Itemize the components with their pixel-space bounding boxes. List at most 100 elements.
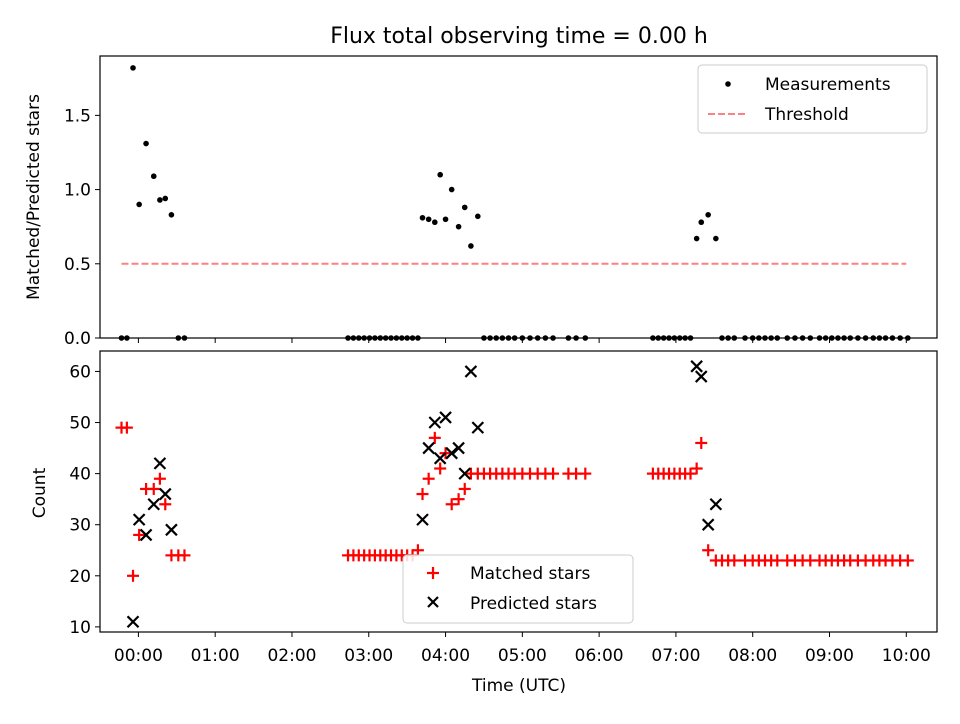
predicted-star-stroke-b <box>132 513 146 526</box>
measurement-point <box>455 223 462 230</box>
top-y-tick-label: 1.5 <box>64 106 91 126</box>
bottom-x-tick-label: 00:00 <box>114 646 163 666</box>
bottom-y-tick-label: 30 <box>69 516 91 536</box>
measurement-point <box>705 212 711 218</box>
predicted-star-point <box>694 370 708 383</box>
matched-star-point <box>178 549 191 562</box>
bottom-y-axis-label: Count <box>30 467 50 518</box>
matched-star-point <box>159 498 172 511</box>
legend-label-predicted-stars: Predicted stars <box>470 594 597 614</box>
matched-star-point <box>579 467 592 480</box>
predicted-star-point <box>458 467 472 480</box>
bottom-x-tick-label: 08:00 <box>728 646 777 666</box>
measurement-point <box>168 212 175 218</box>
predicted-star-point <box>433 452 447 465</box>
predicted-star-stroke-b <box>433 452 447 465</box>
predicted-star-stroke-b <box>701 518 715 531</box>
measurement-point <box>698 219 705 226</box>
matched-star-point <box>728 554 741 567</box>
matched-star-point <box>690 462 703 475</box>
predicted-star-stroke-b <box>416 513 429 526</box>
predicted-star-point <box>690 360 703 373</box>
bottom-x-tick-label: 09:00 <box>805 646 854 666</box>
bottom-y-tick-label: 20 <box>69 567 91 587</box>
predicted-star-stroke-b <box>464 365 478 378</box>
measurement-point <box>162 195 169 202</box>
bottom-legend: Matched stars Predicted stars <box>402 554 634 624</box>
legend-marker-matched-stars <box>427 567 439 579</box>
predicted-star-stroke-b <box>158 487 172 501</box>
top-axis-ticks: 0.0 0.5 1.0 1.5 <box>64 106 907 349</box>
predicted-star-stroke-b <box>422 441 435 455</box>
top-y-axis-label: Matched/Predicted stars <box>24 94 44 300</box>
legend-label-measurements: Measurements <box>765 75 891 95</box>
matched-star-point <box>702 544 715 557</box>
predicted-star-point <box>139 528 153 542</box>
predicted-star-point <box>158 487 172 501</box>
bottom-y-tick-label: 60 <box>69 362 91 382</box>
predicted-star-point <box>126 615 140 629</box>
measurement-point <box>130 65 136 71</box>
measurement-point <box>468 243 474 249</box>
measurement-point <box>437 171 443 178</box>
matched-star-point <box>445 498 458 511</box>
matched-star-point <box>684 467 697 480</box>
predicted-star-stroke-b <box>709 497 723 511</box>
measurement-point <box>150 173 157 180</box>
measurement-point <box>461 204 468 211</box>
top-plot-marks <box>118 65 911 341</box>
predicted-star-stroke-b <box>147 497 161 511</box>
bottom-axis-ticks: 10 20 30 40 50 60 00:00 01:00 02:00 03:00 04:00 05:… <box>69 362 930 666</box>
matched-star-point <box>901 554 914 567</box>
bottom-legend-box <box>402 554 634 624</box>
legend-marker-predicted-stars <box>427 596 439 608</box>
measurement-point <box>475 213 481 220</box>
chart-title: Flux total observing time = 0.00 h <box>330 24 708 49</box>
matched-star-point <box>547 467 560 480</box>
predicted-star-stroke-b <box>428 416 442 429</box>
measurement-point <box>448 186 455 193</box>
bottom-plot-marks <box>115 360 914 629</box>
matched-star-point <box>153 472 166 485</box>
matched-star-point <box>452 493 465 506</box>
top-y-tick-label: 0.0 <box>64 329 91 349</box>
top-y-tick-label: 0.5 <box>64 255 91 275</box>
measurement-point <box>157 197 163 203</box>
measurement-point <box>432 219 438 226</box>
predicted-star-stroke-b <box>694 370 708 383</box>
predicted-star-point <box>445 446 458 460</box>
bottom-x-tick-label: 01:00 <box>191 646 240 666</box>
top-plot-frame <box>99 55 938 339</box>
top-legend-box <box>697 64 928 134</box>
predicted-star-stroke-b <box>139 528 153 542</box>
matched-star-point <box>147 482 160 495</box>
bottom-x-axis-label: Time (UTC) <box>471 676 566 696</box>
measurement-point <box>693 235 700 242</box>
predicted-star-point <box>165 523 178 537</box>
bottom-panel: 10 20 30 40 50 60 00:00 01:00 02:00 03:00 04:00 05:… <box>30 350 938 696</box>
bottom-x-tick-label: 07:00 <box>651 646 700 666</box>
bottom-x-tick-label: 02:00 <box>267 646 316 666</box>
legend-marker-measurements <box>725 81 731 87</box>
matched-star-point <box>422 472 435 485</box>
measurement-point <box>713 235 719 242</box>
predicted-star-point <box>701 518 715 531</box>
predicted-star-point <box>147 497 161 511</box>
predicted-star-point <box>153 457 167 470</box>
predicted-star-stroke-b <box>165 523 178 537</box>
predicted-star-point <box>132 513 146 526</box>
predicted-star-stroke-b <box>126 615 140 629</box>
bottom-x-tick-label: 05:00 <box>498 646 547 666</box>
measurement-point <box>425 216 432 223</box>
predicted-star-point <box>428 416 442 429</box>
bottom-y-tick-label: 10 <box>69 618 91 638</box>
bottom-y-tick-label: 50 <box>69 414 91 434</box>
measurement-point <box>442 216 449 223</box>
predicted-star-point <box>422 441 435 455</box>
top-legend: Measurements Threshold <box>697 64 928 134</box>
measurement-point <box>143 140 149 147</box>
predicted-star-point <box>452 441 465 455</box>
matched-star-point <box>416 488 429 501</box>
